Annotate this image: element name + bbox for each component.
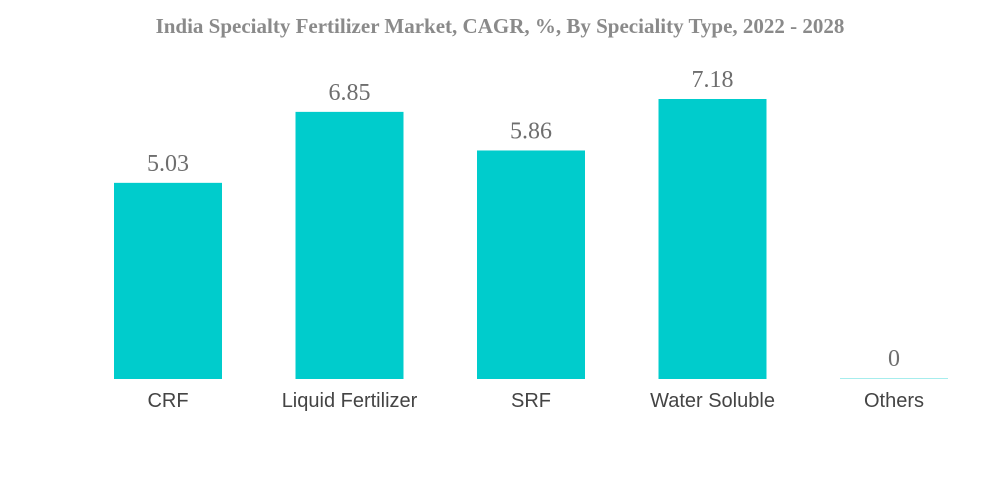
bar-water-soluble [658,99,767,379]
value-labels-layer: 5.03 6.85 5.86 7.18 0 [147,67,900,372]
value-label: 7.18 [692,67,734,93]
bar-crf [114,182,222,379]
category-label: Water Soluble [650,390,775,412]
bar-srf [477,150,585,379]
bar-others [840,378,948,379]
chart-title: India Specialty Fertilizer Market, CAGR,… [155,14,845,38]
category-label: SRF [511,390,551,412]
value-label: 5.03 [147,151,189,177]
bar-liquid-fertilizer [295,111,404,379]
category-label: Others [864,390,924,412]
category-label: CRF [147,390,188,412]
value-label: 6.85 [329,80,371,106]
bars-layer [114,99,948,379]
value-label: 5.86 [510,118,552,144]
value-label: 0 [888,346,900,372]
category-label: Liquid Fertilizer [282,390,418,412]
category-labels-layer: CRF Liquid Fertilizer SRF Water Soluble Othe… [147,390,924,412]
